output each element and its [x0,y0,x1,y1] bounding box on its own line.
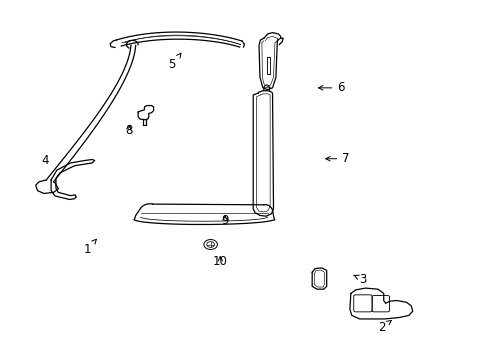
Text: 3: 3 [353,273,366,286]
Text: 9: 9 [221,214,228,227]
Text: 8: 8 [124,124,132,137]
Text: 1: 1 [83,239,96,256]
Text: 10: 10 [212,255,227,268]
Text: 7: 7 [325,152,349,165]
Text: 2: 2 [378,320,390,334]
Text: 6: 6 [318,81,344,94]
Text: 4: 4 [41,154,49,167]
Text: 5: 5 [168,53,181,71]
